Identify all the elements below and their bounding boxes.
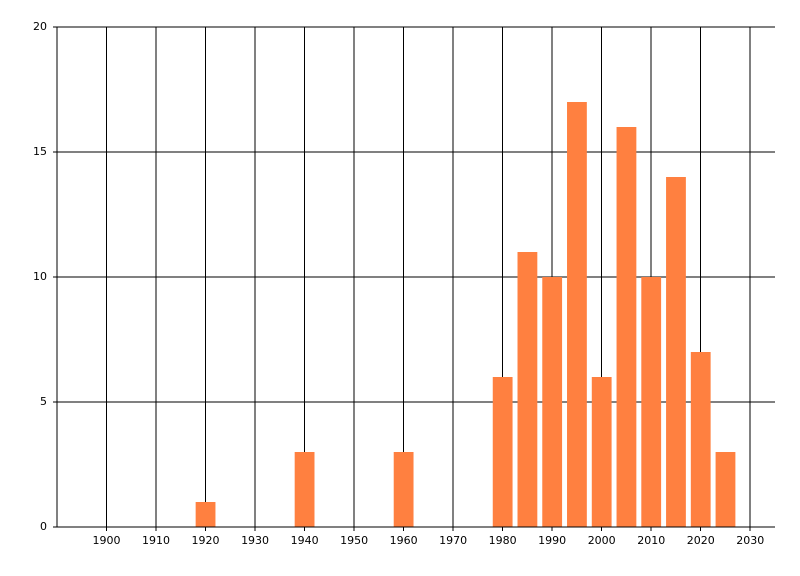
x-tick-label: 1990 <box>538 534 566 547</box>
bar <box>542 277 563 527</box>
x-tick-label: 2010 <box>637 534 665 547</box>
y-tick-label: 5 <box>40 395 47 408</box>
bar <box>591 377 612 527</box>
x-tick-label: 1900 <box>93 534 121 547</box>
bar <box>492 377 513 527</box>
bar <box>195 502 216 527</box>
x-tick-label: 1950 <box>340 534 368 547</box>
x-tick-label: 1940 <box>291 534 319 547</box>
x-tick-label: 1930 <box>241 534 269 547</box>
y-tick-label: 15 <box>33 145 47 158</box>
x-tick-label: 2030 <box>736 534 764 547</box>
x-tick-label: 1980 <box>489 534 517 547</box>
x-tick-label: 1970 <box>439 534 467 547</box>
bar <box>517 252 538 527</box>
y-tick-label: 0 <box>40 520 47 533</box>
x-tick-label: 1960 <box>390 534 418 547</box>
bar <box>641 277 662 527</box>
x-tick-label: 1920 <box>192 534 220 547</box>
bar <box>715 452 736 527</box>
bar <box>690 352 711 527</box>
x-tick-label: 1910 <box>142 534 170 547</box>
y-tick-label: 20 <box>33 20 47 33</box>
bar <box>393 452 414 527</box>
y-tick-label: 10 <box>33 270 47 283</box>
bar <box>616 127 637 527</box>
bar <box>567 102 587 527</box>
bar <box>666 177 686 527</box>
x-tick-label: 2020 <box>687 534 715 547</box>
bar <box>294 452 315 527</box>
x-tick-label: 2000 <box>588 534 616 547</box>
